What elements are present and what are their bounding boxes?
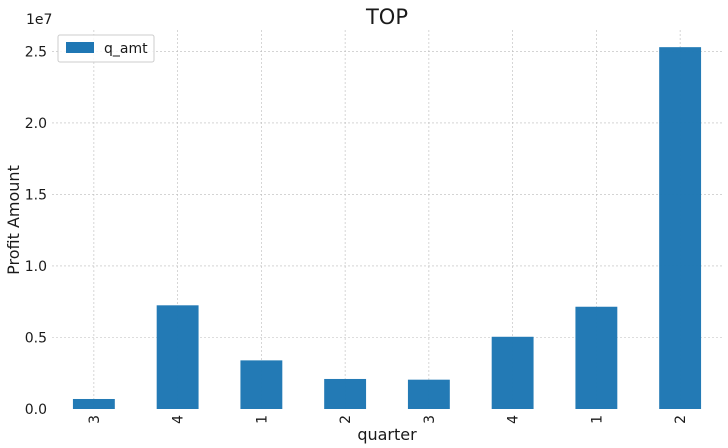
x-axis-label: quarter [357, 425, 417, 444]
bar [72, 398, 115, 409]
x-tick-label: 4 [171, 415, 187, 424]
y-tick-label: 1.0 [25, 259, 47, 275]
legend-swatch [66, 42, 94, 53]
bar [491, 336, 534, 409]
y-tick-label: 0.5 [25, 330, 47, 346]
x-tick-label: 3 [422, 415, 438, 424]
x-tick-label: 1 [254, 415, 270, 424]
x-axis-ticks: 3 4 1 2 3 4 1 2 [87, 415, 689, 424]
bar [156, 305, 199, 409]
x-tick-label: 4 [506, 415, 522, 424]
y-tick-label: 2.5 [25, 44, 47, 60]
bar [407, 379, 450, 409]
y-axis-ticks: 0.0 0.5 1.0 1.5 2.0 2.5 [25, 44, 47, 418]
y-tick-label: 1.5 [25, 187, 47, 203]
y-axis-offset-label: 1e7 [26, 12, 52, 28]
legend-box [57, 34, 155, 63]
legend: q_amt [57, 34, 155, 63]
y-tick-label: 0.0 [25, 402, 47, 418]
bar [240, 360, 283, 409]
bar [659, 47, 702, 410]
y-tick-label: 2.0 [25, 116, 47, 132]
x-tick-label: 1 [589, 415, 605, 424]
bar [575, 306, 618, 409]
y-axis-label: Profit Amount [4, 165, 23, 275]
grid-lines [52, 30, 722, 409]
legend-label: q_amt [104, 41, 148, 57]
bars [72, 47, 702, 410]
x-tick-label: 2 [673, 415, 689, 424]
bar [324, 378, 367, 409]
x-tick-label: 3 [87, 415, 103, 424]
x-tick-label: 2 [338, 415, 354, 424]
chart-title: TOP [365, 5, 408, 29]
